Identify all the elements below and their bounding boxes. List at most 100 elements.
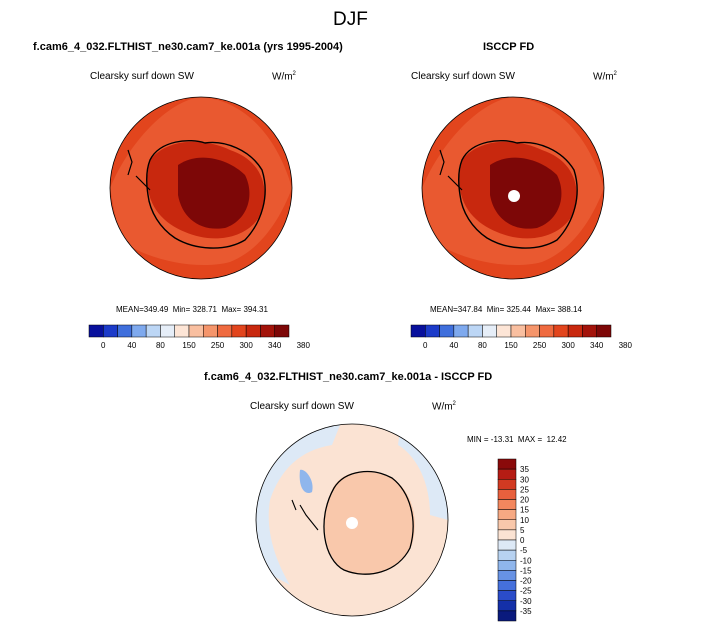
difference-colorbar-tick-label: -15: [520, 566, 532, 575]
obs-colorbar-box: [539, 324, 555, 338]
difference-polar-map: [256, 424, 448, 616]
model-colorbar-tick-label: 300: [239, 341, 253, 350]
difference-colorbar-tick-label: 10: [520, 516, 529, 525]
obs-variable-label: Clearsky surf down SW: [411, 71, 515, 82]
difference-colorbar-tick-label: -20: [520, 577, 532, 586]
difference-colorbar-box: [497, 610, 517, 622]
obs-colorbar-box: [410, 324, 426, 338]
model-colorbar-box: [260, 324, 275, 338]
model-colorbar-tick-label: 150: [182, 341, 196, 350]
obs-colorbar-box: [453, 324, 469, 338]
model-colorbar-box: [217, 324, 233, 338]
model-colorbar-box: [145, 324, 161, 338]
difference-colorbar-box: [497, 580, 517, 591]
model-colorbar-box: [274, 324, 290, 338]
model-colorbar-box: [131, 324, 147, 338]
difference-colorbar-box: [497, 539, 517, 551]
obs-colorbar-tick-label: 300: [561, 341, 575, 350]
model-panel-header: f.cam6_4_032.FLTHIST_ne30.cam7_ke.001a (…: [33, 41, 343, 53]
model-mean-value: 349.49: [143, 305, 169, 314]
difference-colorbar-box: [497, 549, 517, 561]
obs-colorbar-tick-label: 0: [423, 341, 428, 350]
difference-colorbar-box: [497, 590, 517, 601]
difference-colorbar-tick-label: 5: [520, 526, 525, 535]
difference-units-base: W/m: [432, 401, 453, 413]
obs-colorbar-tick-label: 380: [619, 341, 633, 350]
obs-max-label: Max=: [535, 305, 556, 314]
model-colorbar-box: [88, 324, 104, 338]
difference-colorbar-tick-label: -35: [520, 607, 532, 616]
obs-colorbar-box: [425, 324, 440, 338]
obs-colorbar-box: [525, 324, 540, 338]
obs-colorbar-tick-label: 40: [449, 341, 458, 350]
page-title: DJF: [333, 9, 368, 30]
obs-colorbar-box: [496, 324, 512, 338]
obs-colorbar-tick-label: 340: [590, 341, 604, 350]
obs-colorbar-tick-label: 150: [504, 341, 518, 350]
difference-colorbar-box: [497, 489, 517, 500]
model-colorbar: 0 40 80 150 250 300 340 380: [88, 324, 311, 350]
difference-colorbar-box: [497, 468, 517, 480]
obs-colorbar-box: [510, 324, 526, 338]
model-map-border: [109, 96, 293, 280]
obs-units-label: W/m2: [593, 71, 617, 82]
difference-colorbar-tick-label: 0: [520, 536, 525, 545]
difference-map-border: [255, 423, 449, 617]
model-max-label: Max=: [221, 305, 242, 314]
obs-units-exp: 2: [613, 71, 617, 77]
obs-colorbar-box: [439, 324, 455, 338]
model-stats: MEAN=349.49 Min= 328.71 Max= 394.31: [116, 305, 268, 314]
model-colorbar-tick-label: 250: [211, 341, 225, 350]
obs-colorbar-tick-label: 80: [478, 341, 487, 350]
model-colorbar-tick-label: 340: [268, 341, 282, 350]
model-colorbar-box: [117, 324, 133, 338]
model-mean-label: MEAN=: [116, 305, 144, 314]
difference-colorbar-box: [497, 570, 517, 581]
model-colorbar-box: [103, 324, 118, 338]
model-min-label: Min=: [172, 305, 191, 314]
difference-colorbar-tick-label: 20: [520, 496, 529, 505]
obs-map-border: [421, 96, 605, 280]
difference-colorbar-box: [497, 499, 517, 510]
difference-colorbar-box: [497, 509, 517, 520]
obs-units-base: W/m: [593, 71, 614, 83]
obs-colorbar-tick-label: 250: [533, 341, 547, 350]
difference-colorbar-box: [497, 560, 517, 571]
obs-colorbar-box: [482, 324, 497, 338]
obs-colorbar-box: [567, 324, 583, 338]
difference-colorbar-tick-label: 30: [520, 475, 529, 484]
difference-colorbar-tick-label: 35: [520, 465, 529, 474]
difference-colorbar-tick-label: -30: [520, 597, 532, 606]
difference-stats: MIN = -13.31 MAX = 12.42: [467, 435, 567, 444]
difference-colorbar-tick-label: -25: [520, 587, 532, 596]
obs-mean-value: 347.84: [457, 305, 483, 314]
obs-colorbar-box: [596, 324, 612, 338]
model-units-label: W/m2: [272, 71, 296, 82]
model-polar-map: [110, 97, 292, 279]
model-colorbar-box: [245, 324, 261, 338]
obs-colorbar-box: [467, 324, 483, 338]
difference-colorbar-tick-label: 15: [520, 506, 529, 515]
model-min-value: 328.71: [192, 305, 217, 314]
obs-stats: MEAN=347.84 Min= 325.44 Max= 388.14: [430, 305, 582, 314]
difference-colorbar-box: [497, 458, 517, 470]
obs-min-value: 325.44: [506, 305, 531, 314]
model-colorbar-box: [231, 324, 247, 338]
obs-mean-label: MEAN=: [430, 305, 458, 314]
difference-colorbar-tick-label: -5: [520, 546, 528, 555]
difference-colorbar-box: [497, 600, 517, 612]
difference-variable-label: Clearsky surf down SW: [250, 401, 354, 412]
obs-min-label: Min=: [486, 305, 505, 314]
model-colorbar-tick-label: 0: [101, 341, 106, 350]
difference-colorbar-tick-label: -10: [520, 556, 532, 565]
difference-colorbar-tick-label: 25: [520, 485, 529, 494]
model-colorbar-box: [203, 324, 218, 338]
obs-colorbar-box: [553, 324, 569, 338]
model-colorbar-tick-label: 40: [127, 341, 136, 350]
model-units-base: W/m: [272, 71, 293, 83]
model-colorbar-box: [188, 324, 204, 338]
difference-panel-header: f.cam6_4_032.FLTHIST_ne30.cam7_ke.001a -…: [204, 371, 493, 383]
model-max-value: 394.31: [243, 305, 268, 314]
model-variable-label: Clearsky surf down SW: [90, 71, 194, 82]
